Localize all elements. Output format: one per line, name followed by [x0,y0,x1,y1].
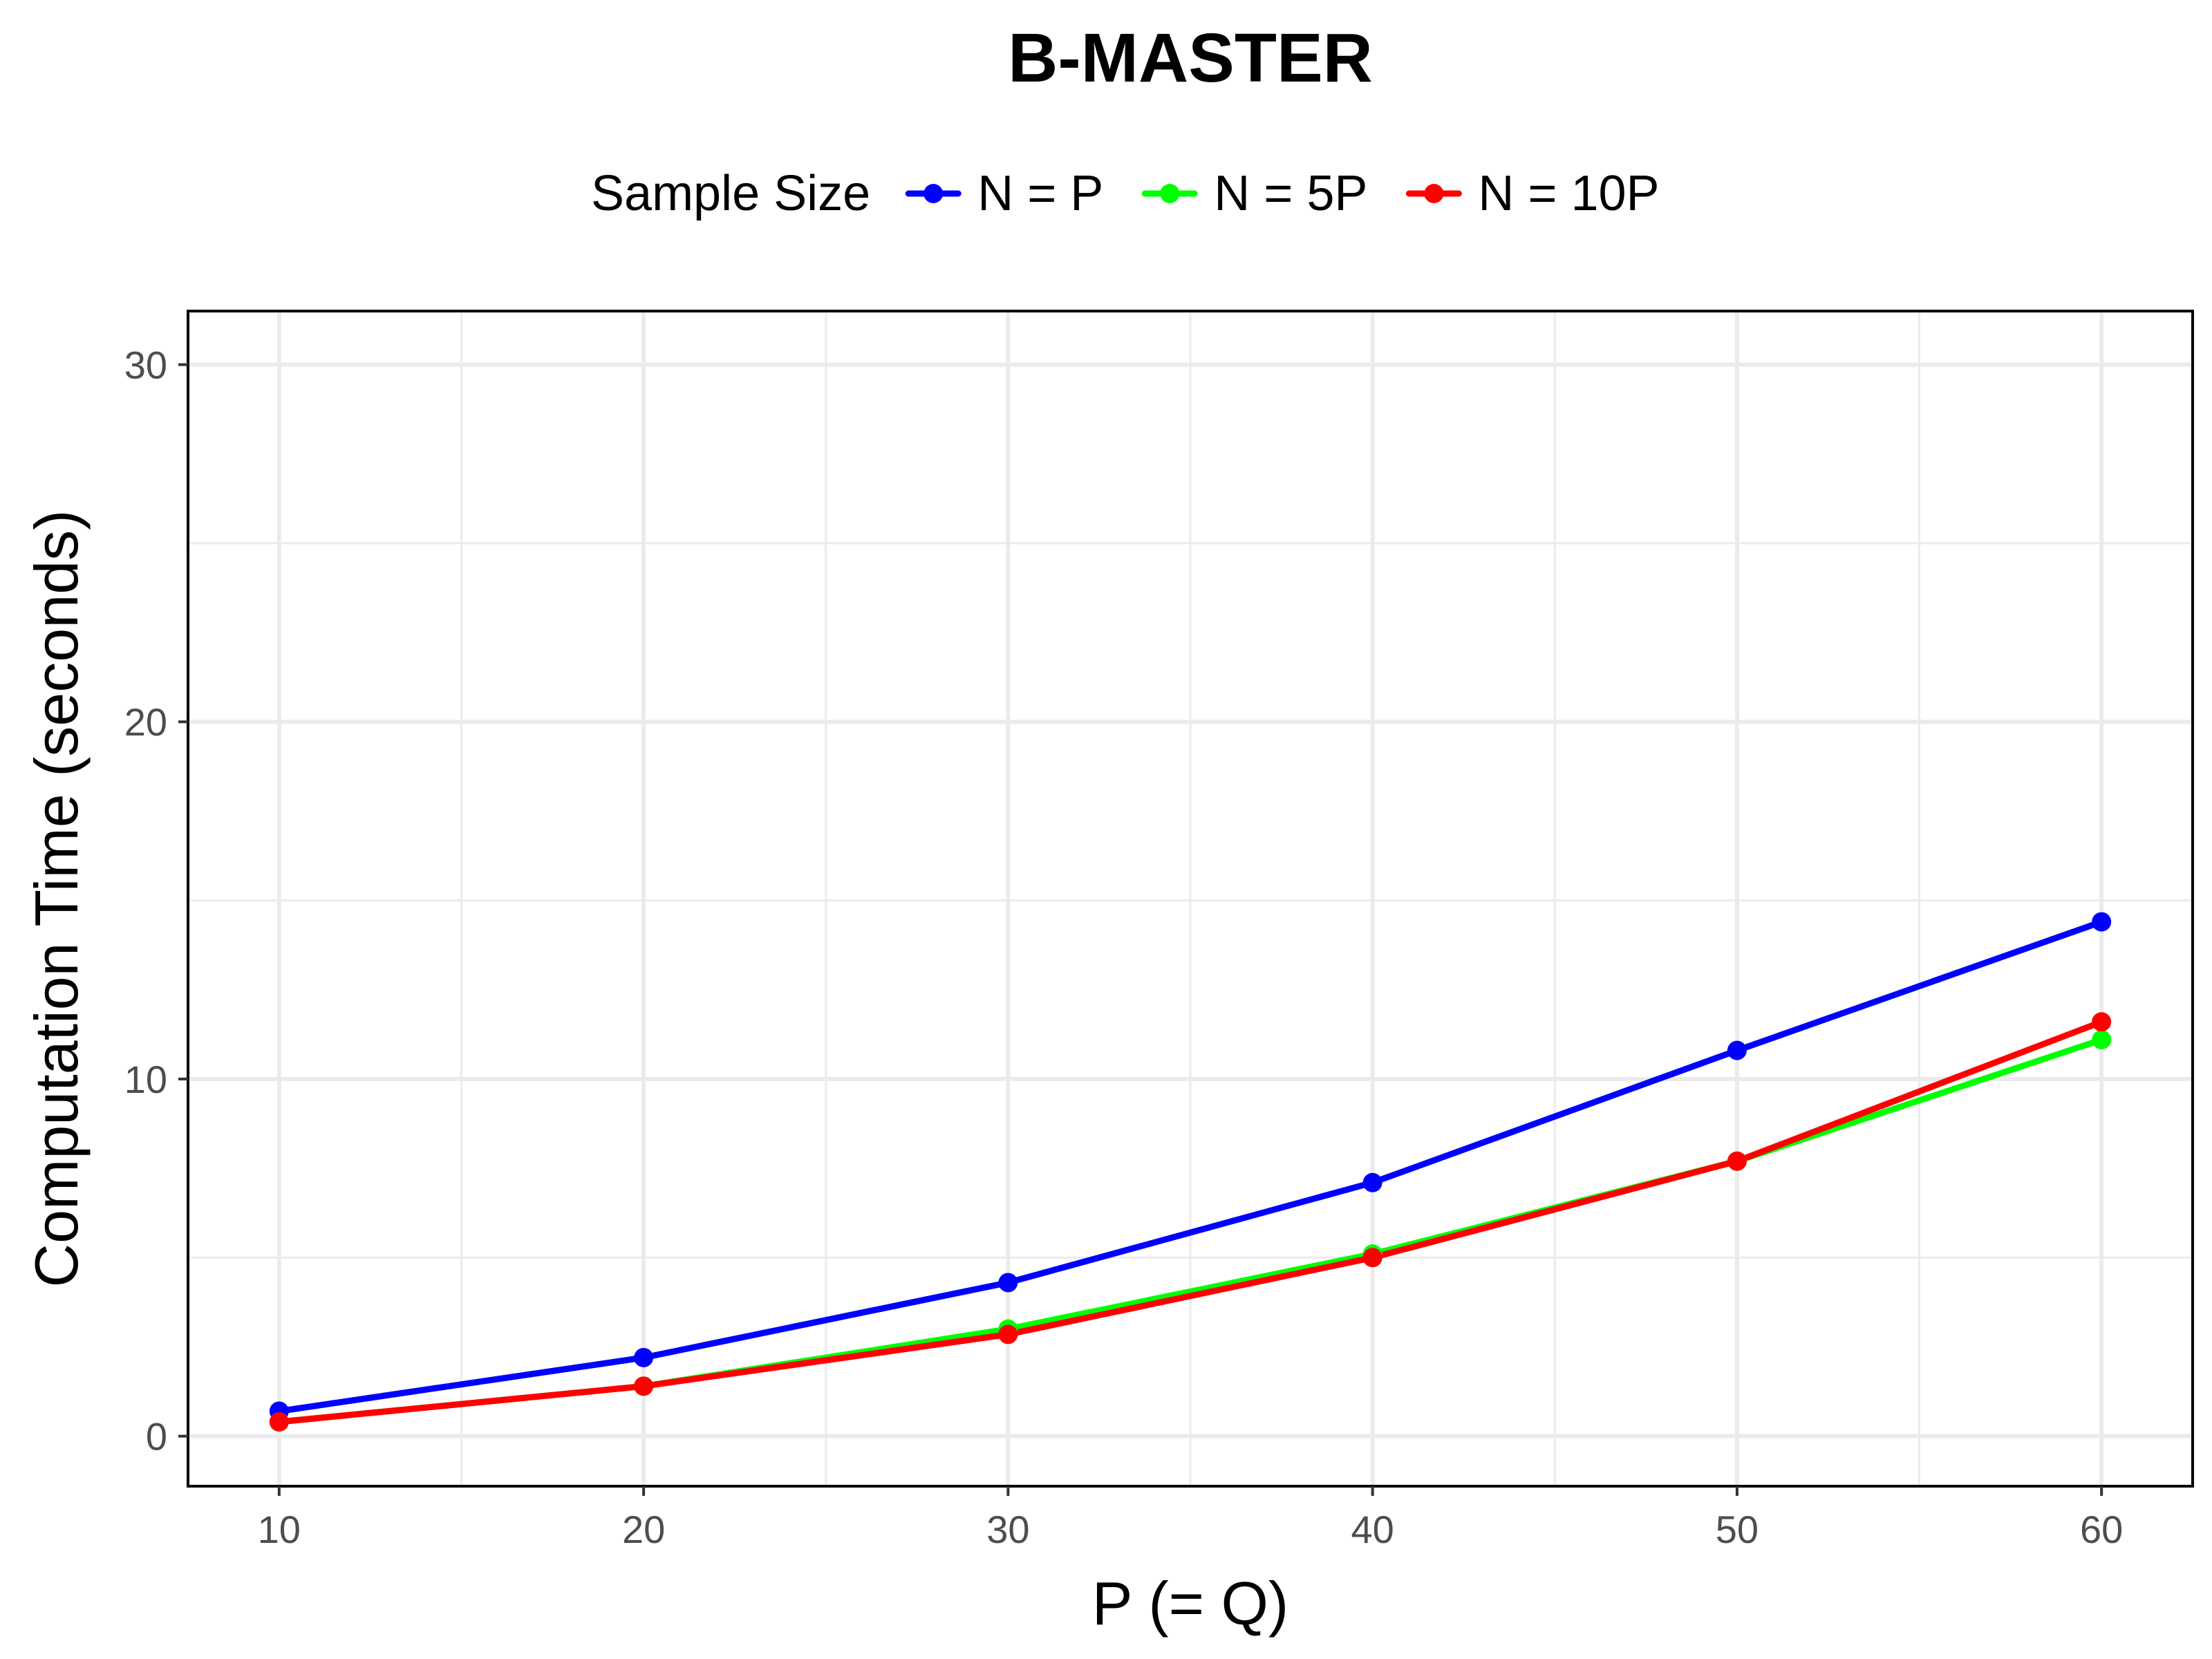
plot-panel [187,310,2194,1488]
series-2-point [2092,1030,2112,1050]
x-axis-ticks: 10 20 30 40 50 60 [258,1486,2123,1551]
legend-swatch-point [1160,184,1180,203]
y-axis-title: Computation Time (seconds) [22,510,91,1288]
series-line-3 [276,1018,2105,1425]
x-tick-label: 20 [622,1508,665,1551]
series-3-point [1362,1248,1382,1268]
x-tick-label: 60 [2080,1508,2123,1551]
series-lines [276,919,2105,1425]
series-1-point [2092,912,2112,932]
legend: Sample Size N = P N = 5P N = 10P [591,166,1660,221]
legend-item: N = P [905,166,1103,221]
chart-title: B-MASTER [1008,19,1373,97]
series-3-point [2092,1012,2112,1032]
series-1-point [634,1347,654,1367]
legend-item: N = 10P [1405,166,1660,221]
legend-label: N = P [977,166,1103,221]
y-tick-label: 0 [146,1415,167,1459]
y-tick-label: 20 [124,700,167,744]
legend-label: N = 5P [1214,166,1367,221]
legend-label: N = 10P [1478,166,1659,221]
series-1-point [998,1273,1018,1293]
major-gridlines [188,311,2193,1486]
x-tick-label: 40 [1351,1508,1394,1551]
x-tick-label: 10 [258,1508,301,1551]
legend-item: N = 5P [1141,166,1367,221]
panel-border [187,310,2194,1488]
x-tick-label: 50 [1716,1508,1759,1551]
y-axis-ticks: 0 10 20 30 [124,344,188,1459]
legend-swatch-point [924,184,944,203]
y-tick-label: 10 [124,1058,167,1101]
y-tick-label: 30 [124,344,167,387]
series-points [269,912,2112,1432]
series-3-point [634,1376,654,1396]
series-3-point [269,1412,289,1432]
series-1-point [1727,1040,1747,1060]
series-1-point [1362,1172,1382,1192]
series-3-point [998,1324,1018,1344]
legend-title: Sample Size [591,166,870,221]
x-axis-title: P (= Q) [1092,1569,1288,1638]
x-tick-label: 30 [986,1508,1029,1551]
series-3-point [1727,1151,1747,1171]
legend-swatch-point [1424,184,1444,203]
series-line-1 [276,919,2105,1414]
